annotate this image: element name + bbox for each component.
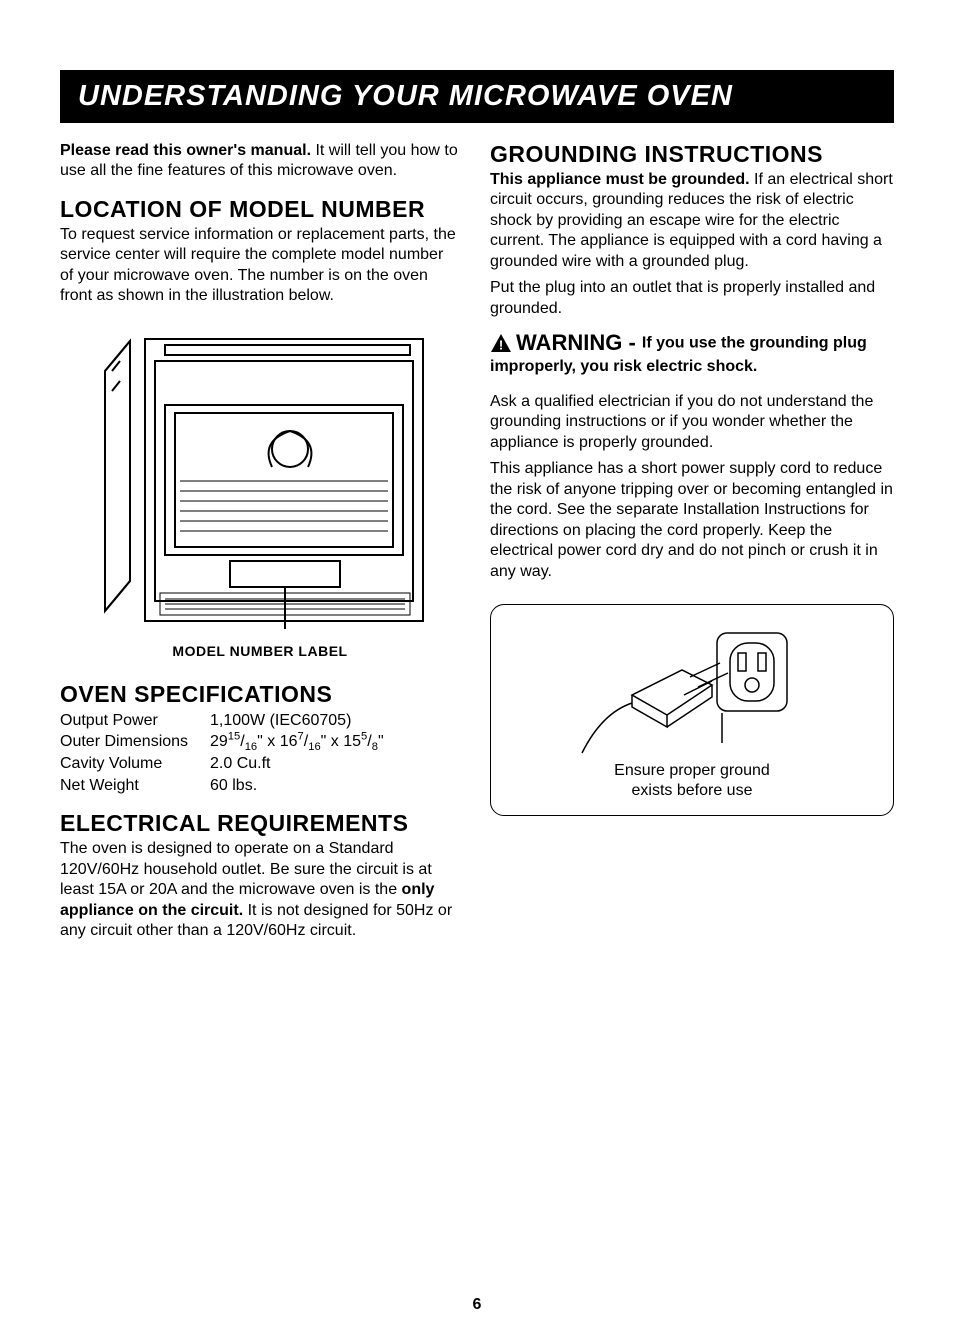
spec-label: Cavity Volume — [60, 753, 210, 775]
ask-electrician-2: This appliance has a short power supply … — [490, 459, 894, 582]
electrical-heading: ELECTRICAL REQUIREMENTS — [60, 810, 460, 837]
dim1-den: 16 — [245, 742, 257, 754]
dim3-num: 5 — [361, 731, 367, 743]
spec-row-output-power: Output Power 1,100W (IEC60705) — [60, 710, 460, 732]
electrical-body: The oven is designed to operate on a Sta… — [60, 839, 460, 941]
spec-label: Output Power — [60, 710, 210, 732]
specs-table: Output Power 1,100W (IEC60705) Outer Dim… — [60, 710, 460, 796]
content-columns: Please read this owner's manual. It will… — [60, 141, 894, 948]
page-number: 6 — [0, 1296, 954, 1314]
dim1-num: 15 — [228, 731, 240, 743]
page: UNDERSTANDING YOUR MICROWAVE OVEN Please… — [0, 0, 954, 1342]
spec-label: Net Weight — [60, 775, 210, 797]
warning-triangle-icon: ! — [490, 333, 512, 353]
left-column: Please read this owner's manual. It will… — [60, 141, 460, 948]
grounding-body-1: This appliance must be grounded. If an e… — [490, 170, 894, 272]
grounding-heading: GROUNDING INSTRUCTIONS — [490, 141, 894, 168]
grounding-body-2: Put the plug into an outlet that is prop… — [490, 278, 894, 319]
right-column: GROUNDING INSTRUCTIONS This appliance mu… — [490, 141, 894, 948]
elec-pre: The oven is designed to operate on a Sta… — [60, 840, 432, 898]
warning-word: WARNING — [516, 330, 622, 355]
spec-value: 2915/16" x 167/16" x 155/8" — [210, 731, 460, 753]
microwave-illustration — [60, 313, 460, 635]
warning-line: ! WARNING - If you use the grounding plu… — [490, 329, 894, 378]
spec-value: 1,100W (IEC60705) — [210, 710, 460, 732]
spec-value: 2.0 Cu.ft — [210, 753, 460, 775]
ground-caption-l2: exists before use — [632, 782, 753, 799]
intro-paragraph: Please read this owner's manual. It will… — [60, 141, 460, 182]
location-heading: LOCATION OF MODEL NUMBER — [60, 196, 460, 223]
specs-heading: OVEN SPECIFICATIONS — [60, 681, 460, 708]
intro-lead: Please read this owner's manual. — [60, 142, 311, 159]
ground-caption-l1: Ensure proper ground — [614, 762, 770, 779]
spec-value: 60 lbs. — [210, 775, 460, 797]
grounding-illustration-box: Ensure proper ground exists before use — [490, 604, 894, 816]
dim2-num: 7 — [298, 731, 304, 743]
dim2-den: 16 — [308, 742, 320, 754]
ground-box-caption: Ensure proper ground exists before use — [509, 761, 875, 801]
location-body: To request service information or replac… — [60, 225, 460, 307]
spec-row-outer-dimensions: Outer Dimensions 2915/16" x 167/16" x 15… — [60, 731, 460, 753]
dim3-int: 15 — [343, 733, 361, 750]
spec-label: Outer Dimensions — [60, 731, 210, 753]
microwave-line-art-icon — [90, 331, 430, 631]
ask-electrician-1: Ask a qualified electrician if you do no… — [490, 392, 894, 453]
spec-row-net-weight: Net Weight 60 lbs. — [60, 775, 460, 797]
model-number-caption: MODEL NUMBER LABEL — [60, 643, 460, 659]
dim3-den: 8 — [372, 742, 378, 754]
dim1-int: 29 — [210, 733, 228, 750]
plug-outlet-icon — [572, 625, 812, 755]
page-title: UNDERSTANDING YOUR MICROWAVE OVEN — [60, 70, 894, 123]
spec-row-cavity-volume: Cavity Volume 2.0 Cu.ft — [60, 753, 460, 775]
warning-sep: - — [622, 330, 642, 355]
grounding-lead: This appliance must be grounded. — [490, 171, 750, 188]
dim2-int: 16 — [280, 733, 298, 750]
svg-text:!: ! — [499, 338, 503, 353]
